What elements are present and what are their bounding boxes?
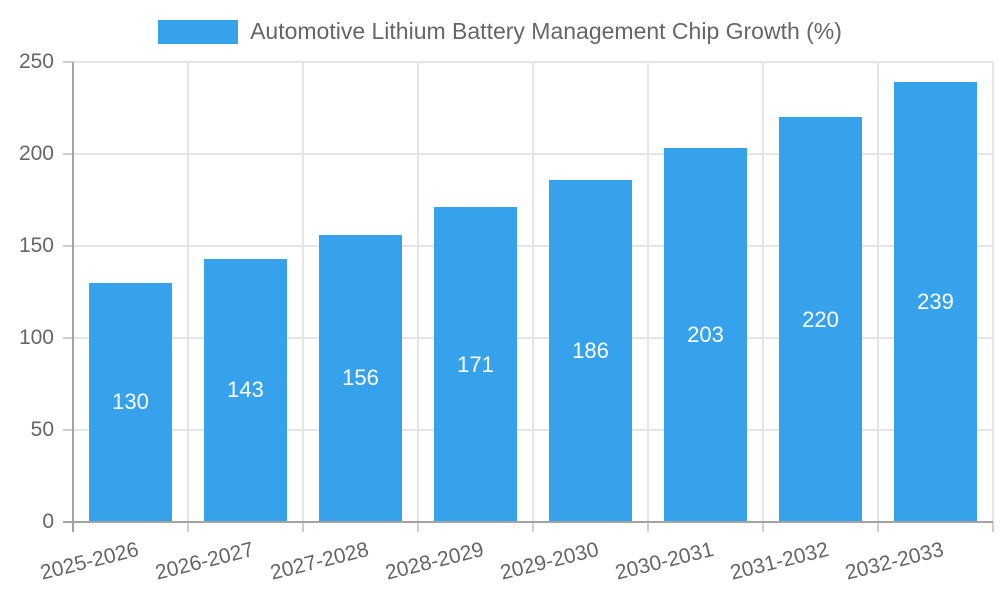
x-gridline (302, 62, 304, 522)
x-axis-label: 2027-2028 (268, 538, 372, 585)
y-tick (63, 337, 73, 339)
y-axis-label: 200 (18, 142, 54, 165)
x-axis-label: 2032-2033 (843, 538, 947, 585)
bar[interactable] (664, 148, 747, 522)
x-axis-label: 2025-2026 (38, 538, 142, 585)
bar-value-label: 171 (457, 351, 494, 377)
x-axis-line (63, 521, 993, 523)
x-axis-label: 2030-2031 (613, 538, 717, 585)
bar[interactable] (549, 179, 632, 522)
x-axis-label: 2029-2030 (498, 538, 602, 585)
y-axis-label: 100 (18, 326, 54, 349)
bar-value-label: 143 (227, 377, 264, 403)
y-tick (63, 429, 73, 431)
y-tick (63, 153, 73, 155)
y-axis-label: 0 (42, 510, 54, 533)
x-tick (187, 522, 189, 532)
x-axis-label: 2031-2032 (728, 538, 832, 585)
y-tick (63, 61, 73, 63)
x-gridline (877, 62, 879, 522)
bar[interactable] (779, 117, 862, 522)
bar-value-label: 239 (917, 289, 954, 315)
x-gridline (187, 62, 189, 522)
bar-value-label: 220 (802, 306, 839, 332)
bar-value-label: 203 (687, 322, 724, 348)
x-gridline (992, 62, 994, 522)
bar-value-label: 186 (572, 337, 609, 363)
x-tick (417, 522, 419, 532)
legend-item[interactable]: Automotive Lithium Battery Management Ch… (158, 18, 842, 45)
legend-label: Automotive Lithium Battery Management Ch… (250, 18, 842, 44)
bar-value-label: 130 (112, 389, 149, 415)
x-gridline (417, 62, 419, 522)
bar[interactable] (204, 258, 287, 522)
x-tick (992, 522, 994, 532)
x-axis-label: 2028-2029 (383, 538, 487, 585)
x-tick (647, 522, 649, 532)
bar[interactable] (434, 207, 517, 522)
x-gridline (532, 62, 534, 522)
y-tick (63, 245, 73, 247)
y-axis-line (72, 62, 74, 532)
y-axis-label: 50 (30, 418, 54, 441)
bar-value-label: 156 (342, 365, 379, 391)
x-tick (877, 522, 879, 532)
bar[interactable] (89, 282, 172, 522)
bar[interactable] (894, 82, 977, 522)
x-axis-label: 2026-2027 (153, 538, 257, 585)
x-gridline (647, 62, 649, 522)
x-tick (532, 522, 534, 532)
x-gridline (762, 62, 764, 522)
legend: Automotive Lithium Battery Management Ch… (0, 18, 1000, 45)
y-axis-label: 150 (18, 234, 54, 257)
y-axis-label: 250 (18, 50, 54, 73)
x-tick (302, 522, 304, 532)
bar[interactable] (319, 234, 402, 522)
legend-swatch (158, 19, 239, 44)
x-tick (762, 522, 764, 532)
